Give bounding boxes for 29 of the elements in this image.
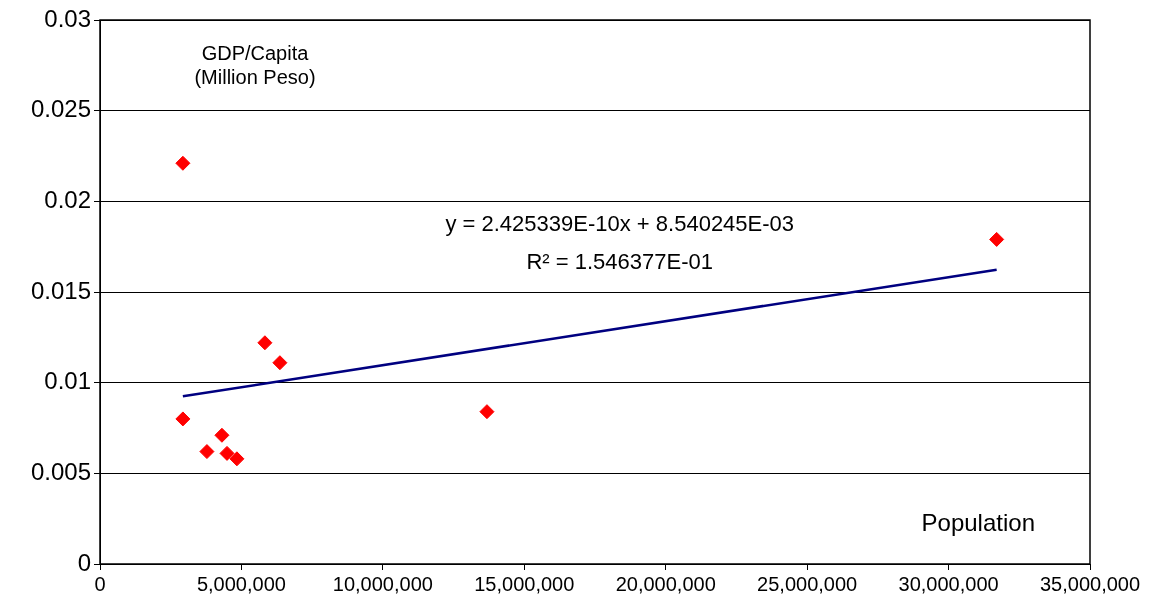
annotation: R² = 1.546377E-01 — [526, 249, 714, 275]
y-tick-label: 0.01 — [44, 367, 91, 395]
x-tick-label: 30,000,000 — [898, 572, 999, 595]
point — [989, 231, 1005, 247]
x-tick-label: 10,000,000 — [332, 572, 433, 595]
point — [479, 404, 495, 420]
x-tick-label: 20,000,000 — [615, 572, 716, 595]
point — [175, 411, 191, 427]
y-tick-label: 0.02 — [44, 185, 91, 213]
x-tick-label: 5,000,000 — [196, 572, 286, 595]
x-tick-label: 25,000,000 — [757, 572, 858, 595]
y-tick-label: 0.03 — [44, 4, 91, 32]
y-axis-title: GDP/Capita (Million Peso) — [194, 41, 316, 88]
y-tick-label: 0.005 — [30, 457, 91, 485]
x-tick-label: 15,000,000 — [474, 572, 575, 595]
point — [175, 155, 191, 171]
y-tick-label: 0 — [77, 548, 91, 576]
x-axis-title: Population — [921, 508, 1035, 536]
point — [214, 427, 230, 443]
point — [199, 444, 215, 460]
y-tick-label: 0.015 — [30, 276, 91, 304]
point — [219, 445, 235, 461]
x-tick-label: 0 — [94, 572, 106, 595]
y-tick-label: 0.025 — [30, 95, 91, 123]
x-tick-label: 35,000,000 — [1039, 572, 1141, 595]
point — [257, 335, 273, 351]
annotation: y = 2.425339E-10x + 8.540245E-03 — [445, 211, 795, 237]
point — [272, 355, 288, 371]
point — [229, 451, 245, 467]
